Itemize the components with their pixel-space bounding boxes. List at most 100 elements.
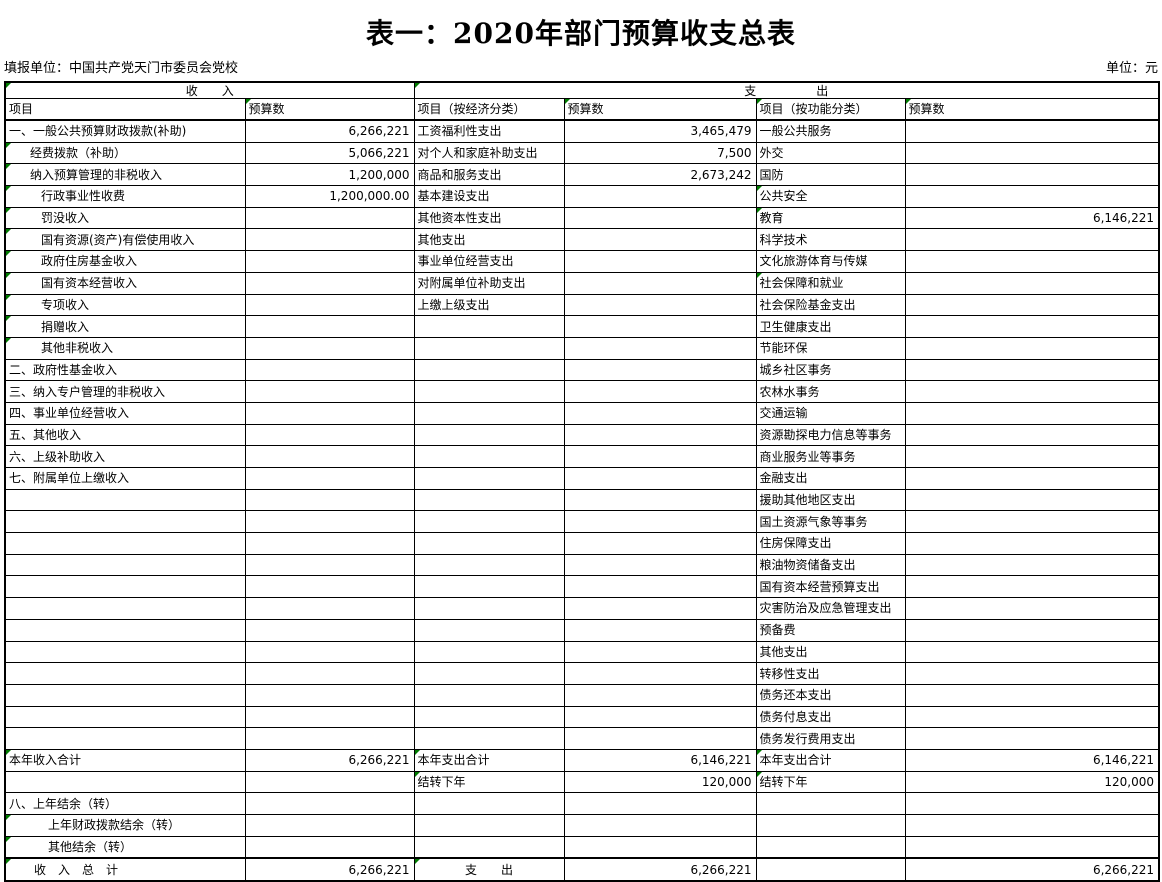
cell-r22-c4[interactable] — [563, 575, 757, 599]
cell-r7-c5[interactable]: 文化旅游体育与传媒 — [755, 250, 906, 273]
cell-r19-c1[interactable] — [4, 510, 246, 534]
cell-r20-c1[interactable] — [4, 532, 246, 555]
cell-r14-c1[interactable]: 四、事业单位经营收入 — [4, 401, 246, 425]
cell-r31-c4[interactable]: 120,000 — [563, 770, 757, 794]
cell-r33-c5[interactable] — [755, 814, 906, 837]
cell-r9-c6[interactable] — [904, 293, 1160, 317]
cell-r28-c1[interactable] — [4, 705, 246, 729]
cell-r13-c5[interactable]: 农林水事务 — [755, 380, 906, 403]
cell-r22-c1[interactable] — [4, 575, 246, 599]
cell-r9-c2[interactable] — [244, 293, 415, 317]
column-header-c2[interactable]: 预算数 — [244, 98, 415, 121]
group-header-expense[interactable]: 支 出 — [413, 81, 1160, 99]
cell-r6-c2[interactable] — [244, 228, 415, 252]
cell-r10-c2[interactable] — [244, 315, 415, 338]
cell-r19-c6[interactable] — [904, 510, 1160, 534]
cell-r4-c6[interactable] — [904, 185, 1160, 208]
cell-r21-c1[interactable] — [4, 553, 246, 577]
cell-r19-c4[interactable] — [563, 510, 757, 534]
cell-r10-c1[interactable]: 捐赠收入 — [4, 315, 246, 338]
cell-r14-c4[interactable] — [563, 401, 757, 425]
cell-r24-c4[interactable] — [563, 618, 757, 642]
cell-r30-c5[interactable]: 本年支出合计 — [755, 748, 906, 772]
cell-r2-c2[interactable]: 5,066,221 — [244, 141, 415, 165]
cell-r17-c4[interactable] — [563, 467, 757, 490]
cell-r7-c2[interactable] — [244, 250, 415, 273]
cell-r26-c6[interactable] — [904, 662, 1160, 685]
cell-r15-c2[interactable] — [244, 423, 415, 447]
cell-r34-c2[interactable] — [244, 835, 415, 859]
cell-r24-c2[interactable] — [244, 618, 415, 642]
cell-r27-c4[interactable] — [563, 683, 757, 707]
cell-r6-c3[interactable]: 其他支出 — [413, 228, 565, 252]
cell-r29-c2[interactable] — [244, 727, 415, 750]
cell-r1-c2[interactable]: 6,266,221 — [244, 119, 415, 143]
cell-r29-c6[interactable] — [904, 727, 1160, 750]
cell-r28-c3[interactable] — [413, 705, 565, 729]
cell-r11-c4[interactable] — [563, 336, 757, 360]
cell-r15-c1[interactable]: 五、其他收入 — [4, 423, 246, 447]
cell-r16-c3[interactable] — [413, 445, 565, 468]
cell-r35-c4[interactable]: 6,266,221 — [563, 857, 757, 882]
cell-r12-c1[interactable]: 二、政府性基金收入 — [4, 358, 246, 382]
cell-r29-c3[interactable] — [413, 727, 565, 750]
cell-r34-c3[interactable] — [413, 835, 565, 859]
cell-r20-c2[interactable] — [244, 532, 415, 555]
cell-r26-c2[interactable] — [244, 662, 415, 685]
cell-r8-c4[interactable] — [563, 271, 757, 295]
cell-r11-c5[interactable]: 节能环保 — [755, 336, 906, 360]
cell-r25-c1[interactable] — [4, 640, 246, 664]
cell-r28-c6[interactable] — [904, 705, 1160, 729]
cell-r1-c4[interactable]: 3,465,479 — [563, 119, 757, 143]
cell-r21-c4[interactable] — [563, 553, 757, 577]
cell-r25-c4[interactable] — [563, 640, 757, 664]
cell-r21-c3[interactable] — [413, 553, 565, 577]
cell-r34-c1[interactable]: 其他结余（转） — [4, 835, 246, 859]
cell-r13-c4[interactable] — [563, 380, 757, 403]
cell-r27-c2[interactable] — [244, 683, 415, 707]
cell-r18-c3[interactable] — [413, 488, 565, 512]
cell-r32-c2[interactable] — [244, 792, 415, 815]
cell-r34-c6[interactable] — [904, 835, 1160, 859]
cell-r27-c6[interactable] — [904, 683, 1160, 707]
column-header-c3[interactable]: 项目（按经济分类） — [413, 98, 565, 121]
cell-r3-c5[interactable]: 国防 — [755, 163, 906, 187]
cell-r4-c3[interactable]: 基本建设支出 — [413, 185, 565, 208]
cell-r6-c6[interactable] — [904, 228, 1160, 252]
cell-r1-c5[interactable]: 一般公共服务 — [755, 119, 906, 143]
cell-r27-c5[interactable]: 债务还本支出 — [755, 683, 906, 707]
cell-r23-c3[interactable] — [413, 597, 565, 620]
cell-r9-c5[interactable]: 社会保险基金支出 — [755, 293, 906, 317]
cell-r17-c1[interactable]: 七、附属单位上缴收入 — [4, 467, 246, 490]
cell-r7-c4[interactable] — [563, 250, 757, 273]
cell-r31-c6[interactable]: 120,000 — [904, 770, 1160, 794]
cell-r6-c5[interactable]: 科学技术 — [755, 228, 906, 252]
cell-r7-c1[interactable]: 政府住房基金收入 — [4, 250, 246, 273]
cell-r2-c1[interactable]: 经费拨款（补助） — [4, 141, 246, 165]
cell-r3-c2[interactable]: 1,200,000 — [244, 163, 415, 187]
column-header-c4[interactable]: 预算数 — [563, 98, 757, 121]
cell-r2-c6[interactable] — [904, 141, 1160, 165]
cell-r5-c3[interactable]: 其他资本性支出 — [413, 206, 565, 230]
cell-r18-c1[interactable] — [4, 488, 246, 512]
cell-r34-c4[interactable] — [563, 835, 757, 859]
cell-r4-c1[interactable]: 行政事业性收费 — [4, 185, 246, 208]
cell-r31-c1[interactable] — [4, 770, 246, 794]
cell-r14-c5[interactable]: 交通运输 — [755, 401, 906, 425]
cell-r16-c2[interactable] — [244, 445, 415, 468]
cell-r32-c6[interactable] — [904, 792, 1160, 815]
cell-r23-c2[interactable] — [244, 597, 415, 620]
cell-r30-c1[interactable]: 本年收入合计 — [4, 748, 246, 772]
cell-r12-c6[interactable] — [904, 358, 1160, 382]
cell-r1-c3[interactable]: 工资福利性支出 — [413, 119, 565, 143]
cell-r9-c1[interactable]: 专项收入 — [4, 293, 246, 317]
cell-r4-c4[interactable] — [563, 185, 757, 208]
cell-r7-c3[interactable]: 事业单位经营支出 — [413, 250, 565, 273]
cell-r17-c3[interactable] — [413, 467, 565, 490]
cell-r16-c4[interactable] — [563, 445, 757, 468]
cell-r1-c1[interactable]: 一、一般公共预算财政拨款(补助) — [4, 119, 246, 143]
cell-r31-c3[interactable]: 结转下年 — [413, 770, 565, 794]
cell-r23-c6[interactable] — [904, 597, 1160, 620]
column-header-c1[interactable]: 项目 — [4, 98, 246, 121]
cell-r28-c5[interactable]: 债务付息支出 — [755, 705, 906, 729]
